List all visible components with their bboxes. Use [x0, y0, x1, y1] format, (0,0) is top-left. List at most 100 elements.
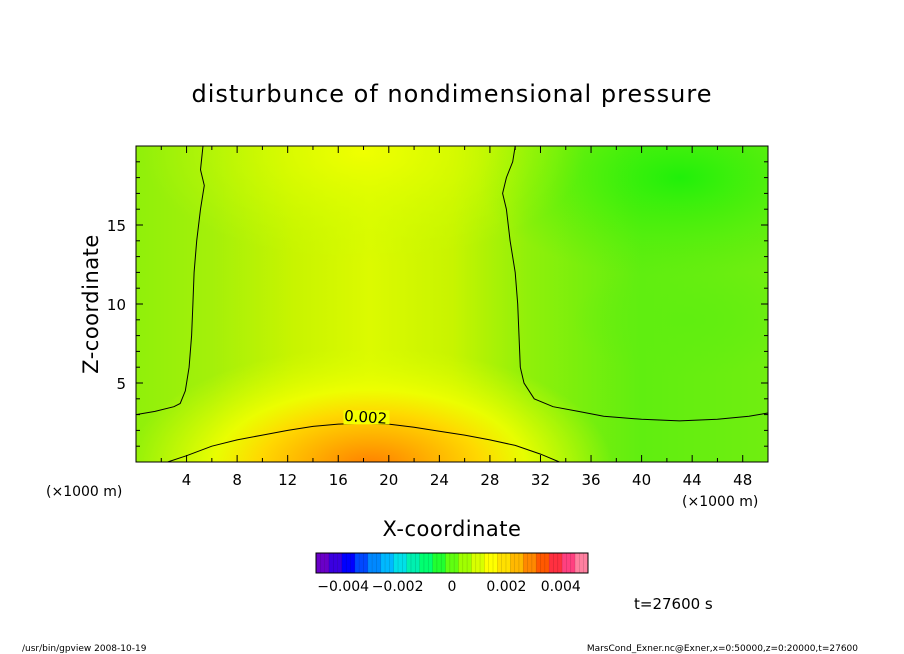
colorbar-tick-labels: −0.004 −0.002 0 0.002 0.004 — [317, 579, 581, 595]
colorbar-cell — [527, 553, 533, 573]
colorbar-cell — [445, 553, 451, 573]
colorbar-cell — [562, 553, 567, 573]
colorbar-cell — [523, 553, 528, 573]
x-tick-label: 20 — [379, 471, 398, 489]
footer-left: /usr/bin/gpview 2008-10-19 — [22, 644, 147, 654]
colorbar-cell — [583, 553, 589, 573]
colorbar-cell — [367, 553, 373, 573]
colorbar-cell — [497, 553, 502, 573]
x-tick-label: 28 — [480, 471, 499, 489]
colorbar-cell — [501, 553, 507, 573]
x-tick-label: 48 — [733, 471, 752, 489]
colorbar-cell — [333, 553, 338, 573]
colorbar-cell — [385, 553, 390, 573]
colorbar — [315, 552, 589, 574]
colorbar-cell — [410, 553, 416, 573]
colorbar-cell — [531, 553, 537, 573]
colorbar-cell — [540, 553, 546, 573]
colorbar-cell — [462, 553, 468, 573]
colorbar-cell — [484, 553, 489, 573]
colorbar-cell — [575, 553, 580, 573]
colorbar-cell — [320, 553, 325, 573]
colorbar-cell — [454, 553, 459, 573]
colorbar-cell — [337, 553, 343, 573]
contour-label: 0.002 — [344, 407, 388, 428]
colorbar-cell — [475, 553, 481, 573]
x-tick-label: 4 — [182, 471, 192, 489]
colorbar-cell — [570, 553, 576, 573]
colorbar-cell — [579, 553, 584, 573]
colorbar-cell — [480, 553, 485, 573]
colorbar-cell — [436, 553, 442, 573]
colorbar-tick-label: 0 — [448, 579, 457, 595]
colorbar-cell — [544, 553, 550, 573]
colorbar-cell — [553, 553, 559, 573]
colorbar-cell — [354, 553, 360, 573]
x-unit-left: (×1000 m) — [46, 484, 122, 500]
colorbar-cell — [510, 553, 515, 573]
y-tick-label: 5 — [116, 375, 126, 393]
x-tick-label: 36 — [581, 471, 600, 489]
colorbar-cell — [557, 553, 563, 573]
colorbar-cell — [549, 553, 554, 573]
colorbar-cell — [514, 553, 520, 573]
colorbar-cell — [380, 553, 386, 573]
colorbar-cell — [389, 553, 395, 573]
colorbar-cell — [341, 553, 347, 573]
x-unit-right: (×1000 m) — [682, 494, 758, 510]
x-tick-label: 32 — [531, 471, 550, 489]
colorbar-cell — [428, 553, 433, 573]
y-tick-label: 10 — [107, 296, 126, 314]
colorbar-cell — [346, 553, 351, 573]
colorbar-cell — [505, 553, 511, 573]
colorbar-frame — [315, 552, 589, 574]
colorbar-cell — [419, 553, 425, 573]
colorbar-cell — [488, 553, 494, 573]
colorbar-cell — [402, 553, 407, 573]
contour-labels: 0.002 — [343, 407, 390, 428]
colorbar-cell — [398, 553, 403, 573]
colorbar-cell — [324, 553, 330, 573]
colorbar-cell — [350, 553, 356, 573]
colorbar-cell — [363, 553, 369, 573]
colorbar-cell — [458, 553, 464, 573]
x-tick-label: 24 — [430, 471, 449, 489]
colorbar-cell — [359, 553, 364, 573]
pressure-field — [136, 146, 768, 462]
colorbar-cell — [406, 553, 412, 573]
colorbar-tick-label: −0.002 — [372, 579, 424, 595]
x-tick-label: 12 — [278, 471, 297, 489]
colorbar-cell — [536, 553, 541, 573]
x-tick-label: 40 — [632, 471, 651, 489]
x-tick-label: 16 — [329, 471, 348, 489]
colorbar-cell — [376, 553, 382, 573]
y-axis-label: Z-coordinate — [79, 234, 103, 374]
colorbar-tick-label: 0.004 — [541, 579, 581, 595]
colorbar-cell — [328, 553, 334, 573]
colorbar-cell — [518, 553, 524, 573]
footer-right: MarsCond_Exner.nc@Exner,x=0:50000,z=0:20… — [587, 644, 858, 654]
chart-title: disturbunce of nondimensional pressure — [192, 80, 713, 108]
contour-line-1 — [136, 146, 205, 416]
colorbar-tick-label: 0.002 — [486, 579, 526, 595]
colorbar-cell — [441, 553, 446, 573]
colorbar-cell — [393, 553, 399, 573]
colorbar-cell — [316, 553, 321, 573]
colorbar-cell — [372, 553, 377, 573]
x-axis-label: X-coordinate — [383, 517, 522, 541]
colorbar-cell — [449, 553, 455, 573]
colorbar-cell — [566, 553, 572, 573]
time-label: t=27600 s — [634, 595, 713, 613]
colorbar-cell — [432, 553, 438, 573]
y-tick-label: 15 — [107, 217, 126, 235]
x-tick-label: 8 — [232, 471, 242, 489]
x-tick-label: 44 — [683, 471, 702, 489]
colorbar-cell — [471, 553, 477, 573]
colorbar-cell — [423, 553, 429, 573]
contour-label-bg — [343, 410, 390, 425]
colorbar-cell — [467, 553, 472, 573]
contour-line-2 — [502, 146, 768, 422]
colorbar-cell — [493, 553, 498, 573]
